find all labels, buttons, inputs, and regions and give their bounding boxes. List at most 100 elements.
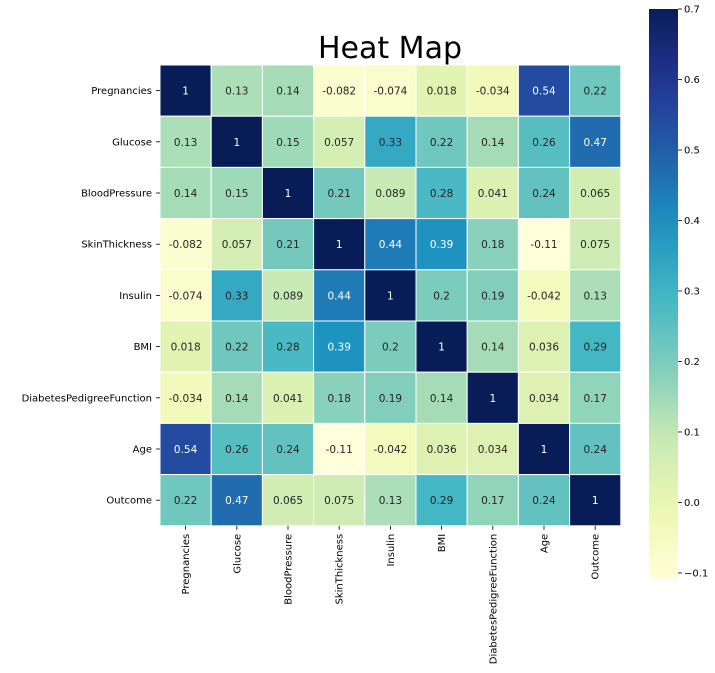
heatmap-cell-age-insulin xyxy=(364,422,417,476)
heatmap-cell-value: 0.22 xyxy=(225,342,248,354)
heatmap-cell-value: 0.14 xyxy=(174,188,198,200)
column-label-bmi: BMI xyxy=(437,534,448,552)
column-label-insulin: Insulin xyxy=(386,534,397,567)
heatmap-cell-value: 0.44 xyxy=(328,290,352,302)
column-label-outcome: Outcome xyxy=(591,534,602,580)
heatmap-cell-value: 0.19 xyxy=(379,393,402,405)
heatmap-cell-pregnancies-age xyxy=(517,64,571,117)
heatmap-cell-value: -0.074 xyxy=(169,290,203,302)
heatmap-cell-value: 0.18 xyxy=(328,393,351,405)
heatmap-cell-value: 0.065 xyxy=(273,495,303,507)
heatmap-cell-glucose-pregnancies xyxy=(159,115,212,168)
chart-title: Heat Map xyxy=(318,31,462,66)
column-label-glucose: Glucose xyxy=(232,534,243,574)
heatmap-cell-value: -0.034 xyxy=(169,393,203,405)
heatmap-cell-age-bloodpressure xyxy=(261,422,315,476)
heatmap-cell-value: 1 xyxy=(592,495,599,507)
heatmap-cell-value: 0.075 xyxy=(580,239,610,251)
heatmap-cell-value: -0.11 xyxy=(326,444,353,456)
heatmap-cell-value: 0.54 xyxy=(532,86,556,98)
heatmap-cell-diabetespedigreefunction-insulin xyxy=(364,371,417,424)
heatmap-cell-value: 0.24 xyxy=(584,444,608,456)
heatmap-cell-outcome-diabetespedigreefunction xyxy=(466,474,519,527)
heatmap-cell-glucose-diabetespedigreefunction xyxy=(466,115,519,168)
heatmap-cell-value: -0.074 xyxy=(373,86,407,98)
heatmap-cell-outcome-skinthickness xyxy=(313,474,366,527)
heatmap-cell-value: 0.44 xyxy=(379,239,403,251)
heatmap-cell-value: -0.042 xyxy=(527,290,561,302)
heatmap-cell-bmi-outcome xyxy=(569,320,622,373)
heatmap-cell-value: 0.057 xyxy=(324,137,354,149)
heatmap-cell-value: 0.2 xyxy=(382,342,399,354)
column-label-diabetespedigreefunction: DiabetesPedigreeFunction xyxy=(488,534,499,664)
heatmap-cell-value: 1 xyxy=(541,444,548,456)
heatmap-cell-value: 0.22 xyxy=(430,137,453,149)
heatmap-cell-value: 0.036 xyxy=(529,342,559,354)
heatmap-cell-value: 0.28 xyxy=(430,188,453,200)
heatmap-cell-insulin-bmi xyxy=(415,269,468,322)
colorbar-tick-label: 0.7 xyxy=(684,5,700,16)
heatmap-cell-value: 1 xyxy=(489,393,496,405)
heatmap-cell-bmi-insulin xyxy=(364,320,417,373)
heatmap-cell-bmi-bloodpressure xyxy=(261,320,315,373)
heatmap-cell-pregnancies-bloodpressure xyxy=(261,64,315,117)
heatmap-cell-value: -0.042 xyxy=(373,444,407,456)
heatmap-cell-value: 0.14 xyxy=(481,137,505,149)
heatmap-cell-insulin-diabetespedigreefunction xyxy=(466,269,519,322)
heatmap-cell-value: 0.22 xyxy=(584,86,607,98)
heatmap-cell-value: -0.082 xyxy=(169,239,203,251)
heatmap-cell-value: 0.54 xyxy=(174,444,198,456)
heatmap-cell-value: 0.47 xyxy=(225,495,248,507)
heatmap-cell-value: 0.24 xyxy=(276,444,300,456)
heatmap-cell-value: 0.17 xyxy=(584,393,607,405)
heatmap-cell-value: 0.28 xyxy=(276,342,299,354)
heatmap-cell-age-skinthickness xyxy=(313,422,366,476)
heatmap-cell-bloodpressure-insulin xyxy=(364,166,417,220)
heatmap-cell-value: 0.041 xyxy=(478,188,508,200)
heatmap-cell-value: 0.29 xyxy=(430,495,453,507)
heatmap-cell-value: 0.17 xyxy=(481,495,504,507)
row-label-outcome: Outcome xyxy=(106,496,152,507)
heatmap-cell-value: 0.089 xyxy=(273,290,303,302)
heatmap-cell-diabetespedigreefunction-diabetespedigreefunction xyxy=(466,371,519,424)
heatmap-cell-value: 0.33 xyxy=(379,137,402,149)
heatmap-cell-value: 0.33 xyxy=(225,290,248,302)
heatmap-cell-diabetespedigreefunction-glucose xyxy=(210,371,263,424)
heatmap-cell-skinthickness-pregnancies xyxy=(159,218,212,271)
heatmap-cell-value: 0.057 xyxy=(222,239,252,251)
heatmap-cell-value: 0.39 xyxy=(430,239,453,251)
heatmap-cell-value: 0.21 xyxy=(328,188,351,200)
heatmap-cell-value: 0.075 xyxy=(324,495,354,507)
heatmap-cell-bloodpressure-skinthickness xyxy=(313,166,366,220)
heatmap-cell-outcome-pregnancies xyxy=(159,474,212,527)
heatmap-cell-value: 0.26 xyxy=(225,444,249,456)
heatmap-cell-bloodpressure-pregnancies xyxy=(159,166,212,220)
heatmap-cell-value: 0.13 xyxy=(584,290,607,302)
heatmap-cell-value: 0.39 xyxy=(328,342,351,354)
colorbar-gradient xyxy=(649,9,678,580)
heatmap-cell-value: 0.47 xyxy=(584,137,607,149)
heatmap-cell-value: 0.15 xyxy=(276,137,299,149)
heatmap-cell-age-pregnancies xyxy=(159,422,212,476)
heatmap-cell-insulin-pregnancies xyxy=(159,269,212,322)
colorbar-tick-label: 0.1 xyxy=(684,427,700,438)
heatmap-cell-bloodpressure-glucose xyxy=(210,166,263,220)
column-tick-labels: Pregnancies Glucose BloodPressure SkinThick… xyxy=(181,525,602,664)
colorbar-tick-label: 0.0 xyxy=(684,498,700,509)
heatmap-cell-diabetespedigreefunction-pregnancies xyxy=(159,371,212,424)
heatmap-cell-value: -0.11 xyxy=(530,239,557,251)
heatmap-cell-value: 1 xyxy=(438,342,445,354)
heatmap-cell-bmi-glucose xyxy=(210,320,263,373)
heatmap-cell-age-bmi xyxy=(415,422,468,476)
heatmap-cell-skinthickness-glucose xyxy=(210,218,263,271)
heatmap-cell-outcome-bmi xyxy=(415,474,468,527)
heatmap-cell-value: 0.14 xyxy=(276,86,300,98)
heatmap-cell-value: 0.2 xyxy=(433,290,450,302)
heatmap-cell-value: 1 xyxy=(182,86,189,98)
heatmap-cell-pregnancies-glucose xyxy=(210,64,263,117)
row-label-glucose: Glucose xyxy=(112,137,152,148)
heatmap-cell-value: 0.13 xyxy=(174,137,197,149)
heatmap-cell-bloodpressure-bloodpressure xyxy=(261,166,315,220)
row-label-skinthickness: SkinThickness xyxy=(81,240,152,251)
